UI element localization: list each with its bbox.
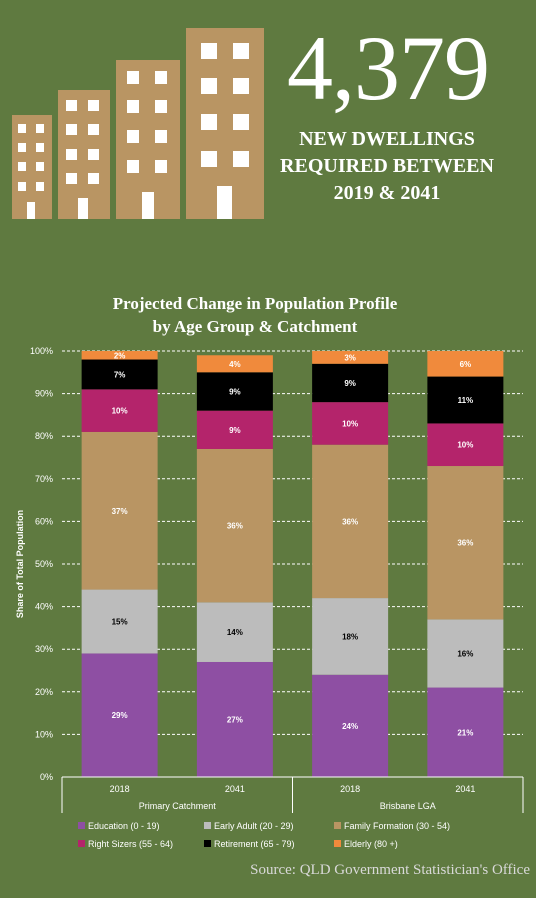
data-label: 2%	[114, 351, 126, 360]
data-label: 9%	[229, 387, 241, 396]
bar-segment	[427, 351, 504, 377]
legend-label: Early Adult (20 - 29)	[214, 821, 294, 831]
bar-segment	[312, 598, 389, 675]
data-label: 6%	[460, 360, 472, 369]
y-tick-label: 70%	[35, 474, 53, 484]
bar-segment	[427, 376, 504, 424]
bar-segment	[427, 687, 504, 777]
data-label: 14%	[227, 628, 243, 637]
chart-title: Projected Change in Population Profile b…	[60, 292, 450, 338]
bar-segment	[81, 589, 158, 654]
legend-swatch	[204, 840, 211, 848]
headline-line: NEW DWELLINGS	[299, 128, 475, 150]
legend-item: Elderly (80 +)	[334, 839, 398, 849]
data-label: 21%	[457, 728, 473, 737]
y-tick-label: 30%	[35, 644, 53, 654]
y-tick-label: 0%	[40, 772, 53, 782]
legend-label: Education (0 - 19)	[88, 821, 160, 831]
dwellings-count: 4,379	[287, 17, 490, 119]
data-label: 15%	[112, 618, 128, 627]
bar-segment	[312, 351, 389, 364]
x-tick-label: 2041	[455, 784, 475, 794]
data-label: 10%	[342, 419, 358, 428]
data-label: 16%	[457, 649, 473, 658]
legend-item: Education (0 - 19)	[78, 821, 160, 831]
stacked-bar-chart: 29% 15% 37% 10% 7% 2% 27% 14% 36% 9% 9% 4% 24% 18% 36%…	[15, 346, 524, 813]
group-label: Brisbane LGA	[380, 801, 436, 811]
y-tick-label: 90%	[35, 389, 53, 399]
bar-segment	[196, 355, 273, 373]
bar-segment	[312, 444, 389, 599]
bar-segment	[81, 653, 158, 777]
headline: NEW DWELLINGS REQUIRED BETWEEN 2019 & 20…	[272, 126, 502, 207]
data-label: 9%	[229, 426, 241, 435]
bar-segment	[196, 410, 273, 449]
bar-segment	[427, 466, 504, 620]
bar-segment	[81, 431, 158, 590]
y-tick-label: 10%	[35, 729, 53, 739]
legend-item: Retirement (65 - 79)	[204, 839, 295, 849]
x-tick-label: 2018	[340, 784, 360, 794]
legend-item: Right Sizers (55 - 64)	[78, 839, 173, 849]
legend-swatch	[78, 840, 85, 848]
y-axis-label: Share of Total Population	[15, 510, 25, 618]
data-label: 3%	[344, 353, 356, 362]
chart-title-line: by Age Group & Catchment	[152, 317, 358, 336]
data-label: 36%	[457, 539, 473, 548]
group-label: Primary Catchment	[139, 801, 217, 811]
legend-swatch	[204, 822, 211, 830]
legend-swatch	[334, 840, 341, 848]
bar-segment	[81, 359, 158, 390]
data-label: 27%	[227, 715, 243, 724]
bar-segment	[312, 402, 389, 445]
data-label: 18%	[342, 632, 358, 641]
y-tick-label: 40%	[35, 602, 53, 612]
data-label: 10%	[457, 441, 473, 450]
bar-segment	[427, 423, 504, 467]
x-tick-label: 2018	[110, 784, 130, 794]
data-label: 29%	[112, 711, 128, 720]
headline-line: 2019 & 2041	[333, 182, 441, 204]
y-tick-label: 50%	[35, 559, 53, 569]
headline-line: REQUIRED BETWEEN	[280, 155, 494, 177]
y-tick-label: 80%	[35, 431, 53, 441]
legend-label: Retirement (65 - 79)	[214, 839, 295, 849]
data-label: 37%	[112, 507, 128, 516]
bar-segment	[196, 661, 273, 777]
legend-label: Right Sizers (55 - 64)	[88, 839, 174, 849]
data-label: 36%	[342, 517, 358, 526]
data-label: 4%	[229, 360, 241, 369]
bar-segment	[312, 363, 389, 403]
bar-segment	[81, 389, 158, 432]
data-label: 7%	[114, 370, 126, 379]
legend-item: Early Adult (20 - 29)	[204, 821, 294, 831]
bar-segment	[196, 448, 273, 603]
bar-segment	[196, 372, 273, 411]
y-tick-label: 60%	[35, 516, 53, 526]
legend-label: Family Formation (30 - 54)	[344, 821, 451, 831]
bar-segment	[312, 674, 389, 777]
y-tick-label: 100%	[30, 346, 53, 356]
legend-label: Elderly (80 +)	[344, 839, 398, 849]
data-label: 11%	[458, 396, 474, 405]
apartment-buildings-icon	[12, 28, 264, 219]
x-tick-label: 2041	[225, 784, 245, 794]
bar-segment	[81, 351, 158, 360]
bar-segment	[427, 619, 504, 688]
data-label: 24%	[342, 722, 358, 731]
chart-title-line: Projected Change in Population Profile	[112, 294, 398, 313]
legend-swatch	[334, 822, 341, 830]
source-note: Source: QLD Government Statistician's Of…	[250, 862, 530, 878]
data-label: 10%	[112, 407, 128, 416]
y-tick-label: 20%	[35, 687, 53, 697]
data-label: 36%	[227, 522, 243, 531]
bar-segment	[196, 602, 273, 662]
legend-swatch	[78, 822, 85, 830]
legend-item: Family Formation (30 - 54)	[334, 821, 450, 831]
data-label: 9%	[344, 379, 356, 388]
